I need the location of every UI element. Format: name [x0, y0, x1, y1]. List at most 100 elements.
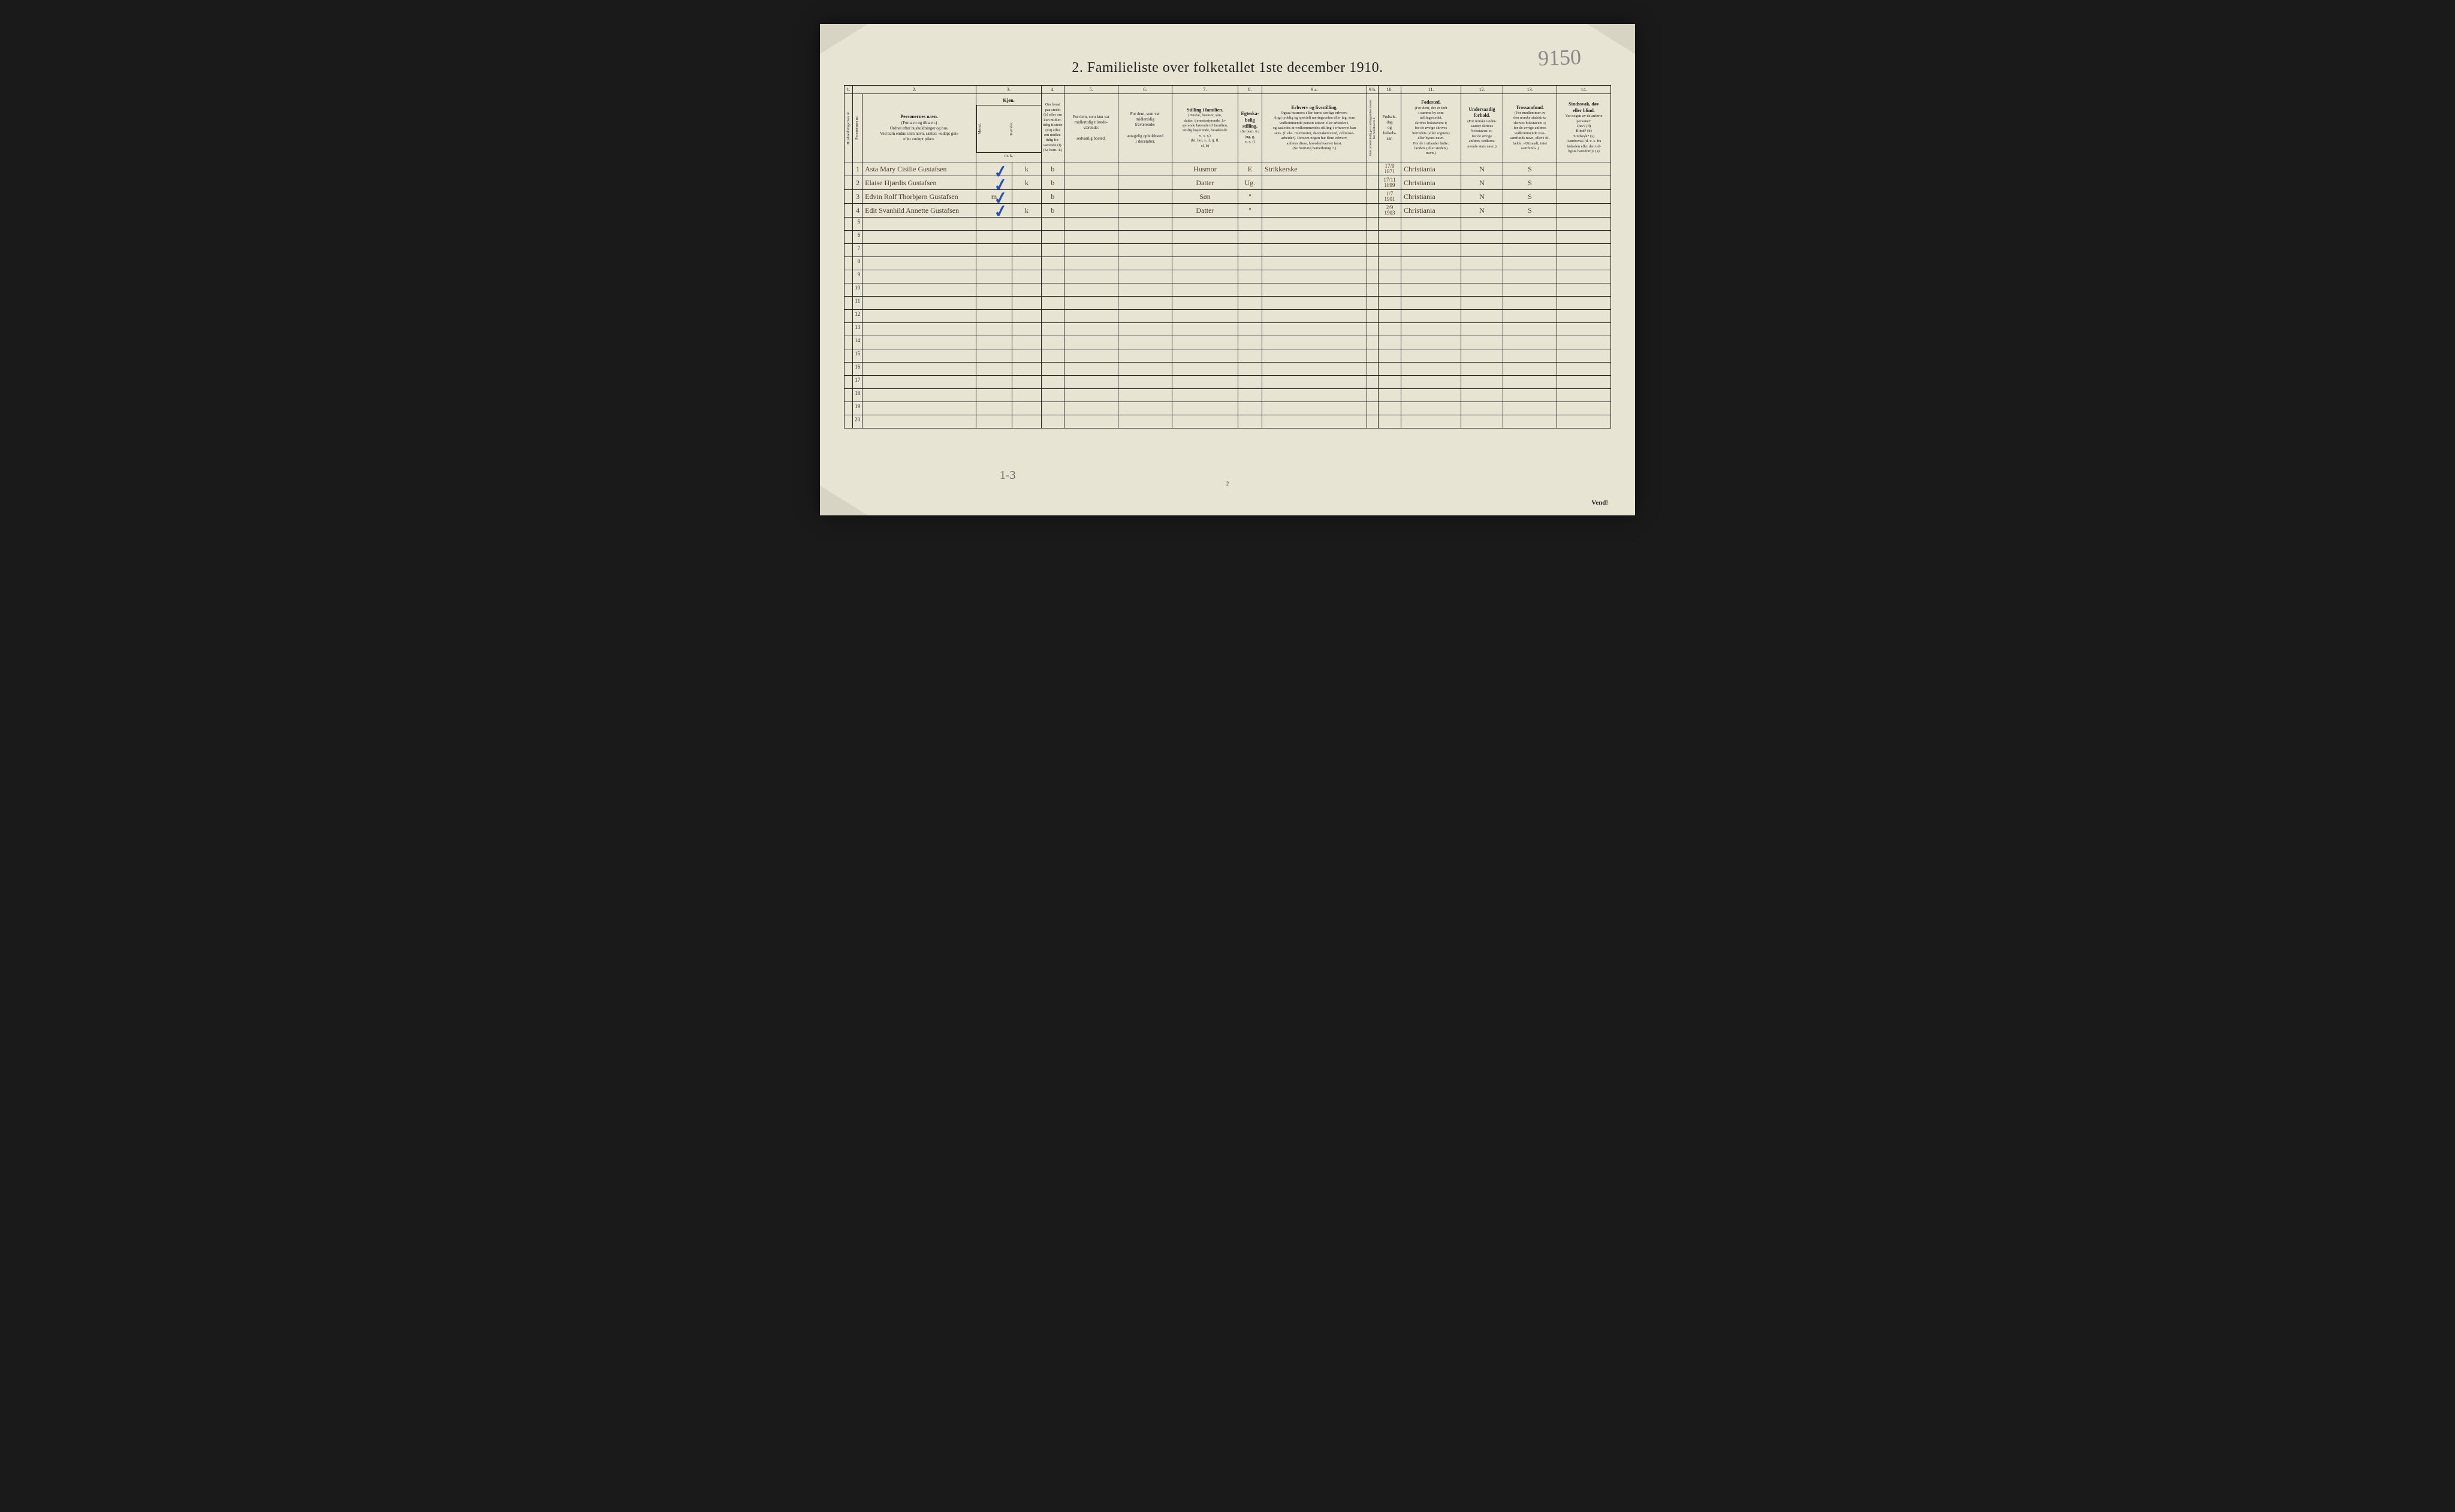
family-pos-cell: Søn: [1172, 190, 1238, 204]
birthdate-cell: 17/9 1871: [1379, 162, 1401, 176]
empty-cell: [1401, 415, 1461, 428]
empty-cell: [1401, 376, 1461, 389]
temp-present-cell: [1064, 190, 1118, 204]
empty-cell: [1401, 336, 1461, 349]
table-row-empty: 19: [845, 402, 1611, 415]
header-unemployed: Hvis arbeidsledig paa tællingsniden sætt…: [1367, 94, 1378, 162]
empty-cell: [1503, 297, 1557, 310]
table-row-empty: 5: [845, 218, 1611, 231]
household-num-cell: [845, 257, 853, 270]
empty-cell: [976, 257, 1012, 270]
empty-cell: [1379, 402, 1401, 415]
sex-m-cell: [976, 162, 1012, 176]
empty-cell: [1118, 270, 1172, 283]
empty-cell: [1238, 363, 1262, 376]
table-row-empty: 9: [845, 270, 1611, 283]
empty-cell: [1012, 310, 1041, 323]
empty-cell: [1367, 376, 1378, 389]
empty-cell: [1503, 283, 1557, 297]
birthdate-cell: 2/9 1903: [1379, 204, 1401, 218]
empty-cell: [1172, 415, 1238, 428]
empty-cell: [1379, 310, 1401, 323]
empty-cell: [1041, 283, 1064, 297]
empty-cell: [1238, 231, 1262, 244]
empty-cell: [1012, 336, 1041, 349]
empty-cell: [862, 336, 976, 349]
census-table: 1. 2. 3. 4. 5. 6. 7. 8. 9 a. 9 b. 10. 11…: [844, 85, 1611, 428]
empty-cell: [1367, 336, 1378, 349]
page-fold-tr: [1587, 24, 1635, 54]
empty-cell: [862, 257, 976, 270]
table-row-empty: 14: [845, 336, 1611, 349]
empty-cell: [1012, 323, 1041, 336]
empty-cell: [1379, 218, 1401, 231]
empty-cell: [1557, 218, 1611, 231]
colnum-12: 12.: [1461, 86, 1503, 94]
empty-cell: [1461, 415, 1503, 428]
household-num-cell: [845, 190, 853, 204]
empty-cell: [1238, 336, 1262, 349]
empty-cell: [1012, 244, 1041, 257]
header-marital: Egteska- belig stilling. (Se bem. 6.) (u…: [1238, 94, 1262, 162]
colnum-2: 2.: [853, 86, 976, 94]
religion-cell: S: [1503, 204, 1557, 218]
empty-cell: [1262, 323, 1367, 336]
unemployed-cell: [1367, 162, 1378, 176]
table-row: 2 Elaise Hjørdis Gustafsen k b Datter Ug…: [845, 176, 1611, 190]
empty-cell: [1461, 257, 1503, 270]
empty-cell: [1401, 402, 1461, 415]
empty-cell: [1064, 376, 1118, 389]
empty-cell: [1118, 297, 1172, 310]
empty-cell: [1379, 389, 1401, 402]
empty-cell: [1064, 415, 1118, 428]
empty-cell: [1262, 310, 1367, 323]
empty-cell: [1118, 389, 1172, 402]
sex-k-cell: [1012, 190, 1041, 204]
empty-cell: [976, 244, 1012, 257]
empty-cell: [976, 336, 1012, 349]
header-family-position: Stilling i familien. (Husfar, husmor, sø…: [1172, 94, 1238, 162]
colnum-6: 6.: [1118, 86, 1172, 94]
household-num-cell: [845, 204, 853, 218]
person-num-cell: 3: [853, 190, 862, 204]
unemployed-cell: [1367, 190, 1378, 204]
empty-cell: [1041, 270, 1064, 283]
empty-cell: [1262, 244, 1367, 257]
empty-cell: [976, 402, 1012, 415]
empty-cell: [1367, 363, 1378, 376]
family-pos-cell: Datter: [1172, 176, 1238, 190]
empty-cell: [1379, 231, 1401, 244]
temp-present-cell: [1064, 162, 1118, 176]
household-num-cell: [845, 363, 853, 376]
table-row-empty: 16: [845, 363, 1611, 376]
birthplace-cell: Christiania: [1401, 190, 1461, 204]
empty-cell: [1238, 283, 1262, 297]
empty-cell: [1379, 270, 1401, 283]
person-num-cell: 2: [853, 176, 862, 190]
empty-cell: [1118, 402, 1172, 415]
empty-cell: [1238, 389, 1262, 402]
empty-cell: [1503, 402, 1557, 415]
empty-cell: [1041, 363, 1064, 376]
empty-cell: [1012, 389, 1041, 402]
empty-cell: [1461, 270, 1503, 283]
empty-cell: [1367, 297, 1378, 310]
pencil-annotation: 9150: [1537, 44, 1581, 71]
empty-cell: [862, 297, 976, 310]
header-residence: Om bosat paa stedet (b) eller om kun mid…: [1041, 94, 1064, 162]
empty-cell: [1557, 310, 1611, 323]
temp-present-cell: [1064, 204, 1118, 218]
marital-cell: ": [1238, 204, 1262, 218]
header-sex: Kjøn. Mænd. Kvinder. m. k.: [976, 94, 1042, 162]
household-num-cell: [845, 297, 853, 310]
empty-cell: [1041, 244, 1064, 257]
empty-cell: [1041, 310, 1064, 323]
empty-cell: [1379, 376, 1401, 389]
empty-cell: [1238, 257, 1262, 270]
empty-cell: [1172, 231, 1238, 244]
person-num-cell: 19: [853, 402, 862, 415]
empty-cell: [862, 270, 976, 283]
residence-cell: b: [1041, 204, 1064, 218]
empty-cell: [1401, 283, 1461, 297]
nationality-cell: N: [1461, 176, 1503, 190]
